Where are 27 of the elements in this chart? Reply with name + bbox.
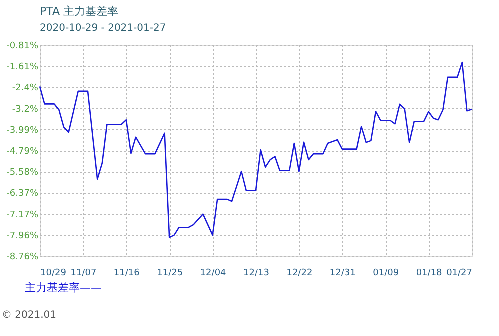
x-tick-label: 01/18 <box>416 268 443 278</box>
chart-title: PTA 主力基差率 <box>40 5 119 18</box>
x-tick-label: 11/07 <box>70 268 97 278</box>
text: © 2021.01 <box>2 310 57 321</box>
x-tick-label: 12/22 <box>286 268 313 278</box>
x-tick-label: 12/04 <box>200 268 227 278</box>
text: 主力基差率—— <box>25 282 102 294</box>
y-tick-label: -0.81% <box>6 42 39 52</box>
x-tick-label: 01/27 <box>446 268 472 278</box>
x-tick-label: 10/29 <box>40 268 67 278</box>
x-tick-label: 11/25 <box>157 268 184 278</box>
y-tick-label: -2.4% <box>12 84 39 94</box>
y-tick-label: -7.17% <box>6 210 39 220</box>
y-tick-label: -6.37% <box>6 189 39 200</box>
line-series <box>39 62 473 238</box>
y-tick-label: -5.58% <box>6 168 39 178</box>
x-tick-label: 11/16 <box>114 268 140 278</box>
chart-subtitle: 2020-10-29 - 2021-01-27 <box>40 23 166 34</box>
y-tick-label: -3.2% <box>12 104 39 115</box>
x-tick-label: 01/09 <box>373 268 400 278</box>
y-tick-label: -7.96% <box>6 231 39 242</box>
x-tick-label: 12/31 <box>330 268 356 278</box>
y-tick-label: -3.99% <box>6 126 39 136</box>
y-tick-label: -8.76% <box>6 252 39 262</box>
y-tick-label: -1.61% <box>6 62 39 73</box>
y-tick-label: -4.79% <box>6 147 39 158</box>
x-tick-label: 12/13 <box>244 268 270 278</box>
